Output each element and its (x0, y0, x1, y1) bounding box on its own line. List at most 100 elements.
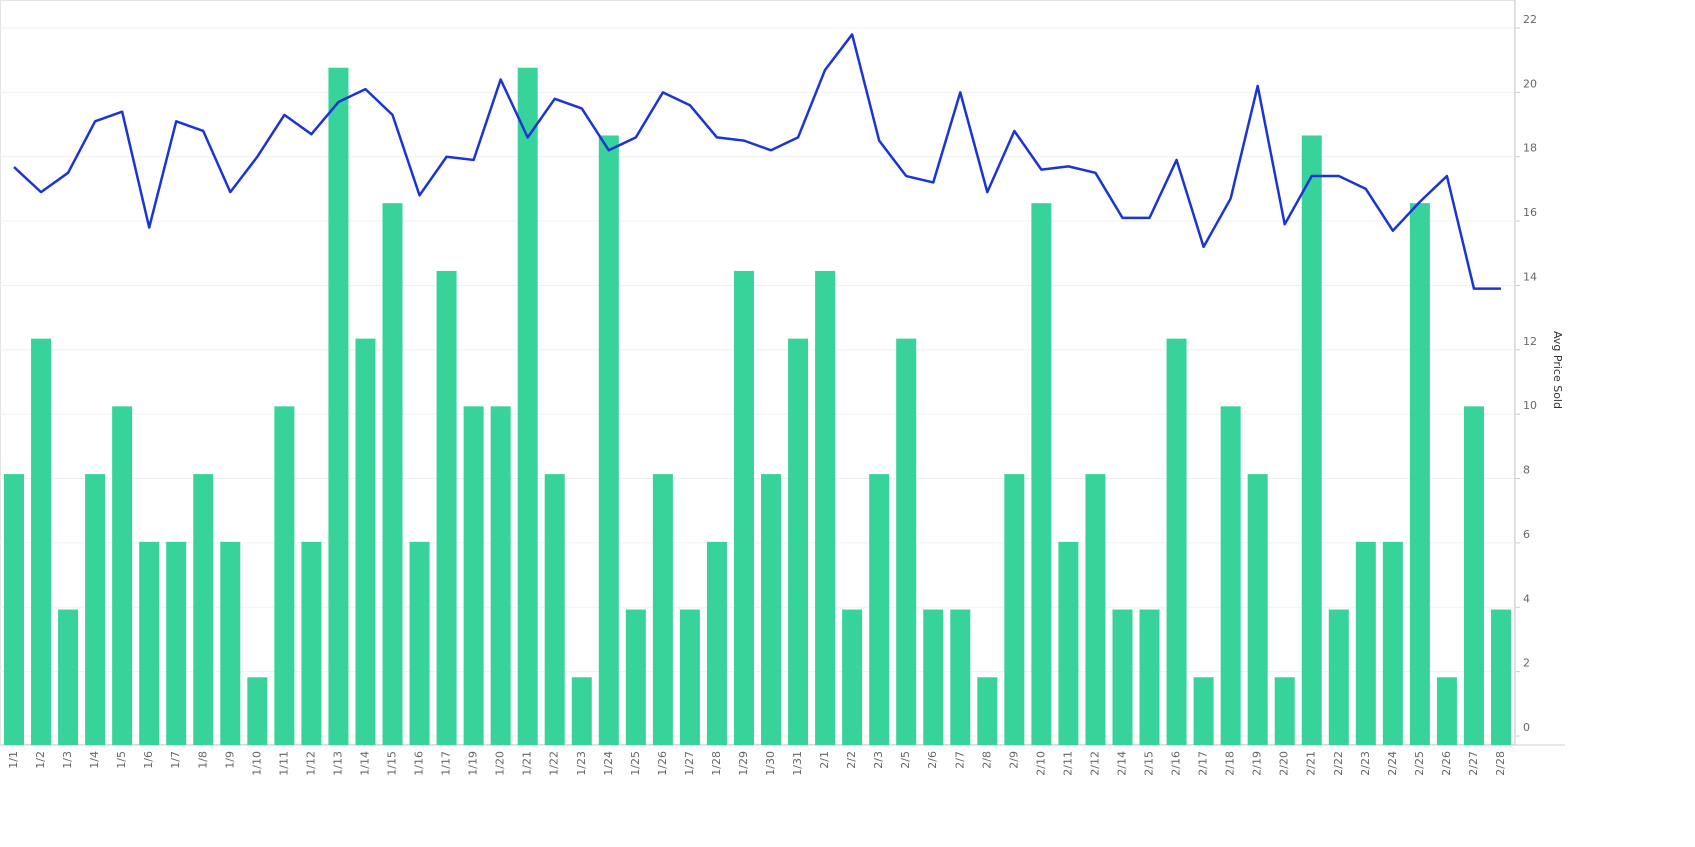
bar (1085, 474, 1106, 745)
bar (1058, 541, 1079, 745)
x-tick-label: 2/15 (1143, 751, 1156, 776)
bar (923, 609, 944, 745)
x-tick-label: 2/7 (953, 751, 966, 769)
x-tick-label: 1/15 (386, 751, 399, 776)
bar (761, 474, 782, 745)
y-tick-label: 20 (1523, 77, 1537, 90)
bar (463, 406, 484, 745)
bar (733, 270, 754, 745)
x-tick-label: 1/16 (413, 751, 426, 776)
x-tick-label: 1/12 (304, 751, 317, 776)
y-tick-label: 14 (1523, 270, 1537, 283)
bar (652, 474, 673, 745)
x-tick-label: 1/5 (115, 751, 128, 769)
y-tick-label: 0 (1523, 721, 1530, 734)
bar (869, 474, 890, 745)
x-tick-label: 2/25 (1413, 751, 1426, 776)
x-tick-label: 1/20 (494, 751, 507, 776)
bar (31, 338, 52, 745)
x-tick-label: 2/11 (1061, 751, 1074, 776)
bar (58, 609, 79, 745)
x-tick-label: 2/6 (926, 751, 939, 769)
bar (788, 338, 809, 745)
line (13, 33, 1501, 290)
x-tick-label: 2/9 (1007, 751, 1020, 769)
x-tick-label: 1/17 (440, 751, 453, 776)
bar (1031, 203, 1052, 745)
x-tick-label: 1/13 (331, 751, 344, 776)
x-tick-label: 2/27 (1467, 751, 1480, 776)
x-tick-label: 2/17 (1197, 751, 1210, 776)
bar (1409, 203, 1430, 745)
x-tick-label: 1/24 (602, 751, 615, 776)
y-axis-title: Avg Price Sold (1551, 331, 1564, 409)
bar (1193, 677, 1214, 745)
y-tick-label: 22 (1523, 13, 1537, 26)
bar (1004, 474, 1025, 745)
bar (977, 677, 998, 745)
x-tick-label: 2/1 (818, 751, 831, 769)
bar (328, 67, 349, 745)
bar (598, 135, 619, 746)
x-tick-label: 2/19 (1251, 751, 1264, 776)
bar (1328, 609, 1349, 745)
x-tick-label: 1/22 (548, 751, 561, 776)
y-tick-label: 10 (1523, 399, 1537, 412)
bar (193, 474, 214, 745)
x-tick-label: 2/2 (845, 751, 858, 769)
y-tick-label: 18 (1523, 142, 1537, 155)
bar (896, 338, 917, 745)
bar (1382, 541, 1403, 745)
bar (166, 541, 187, 745)
x-tick-label: 1/4 (88, 751, 101, 769)
bar (815, 270, 836, 745)
x-tick-label: 2/18 (1224, 751, 1237, 776)
bar (1247, 474, 1268, 745)
x-tick-label: 2/10 (1034, 751, 1047, 776)
bar (274, 406, 295, 745)
bar (139, 541, 160, 745)
x-tick-label: 1/23 (575, 751, 588, 776)
x-tick-label: 1/26 (656, 751, 669, 776)
bar (1436, 677, 1457, 745)
x-tick-label: 2/21 (1305, 751, 1318, 776)
bar (1112, 609, 1133, 745)
bar (409, 541, 430, 745)
y-tick-label: 4 (1523, 592, 1530, 605)
x-tick-label: 2/20 (1278, 751, 1291, 776)
x-tick-label: 2/8 (980, 751, 993, 769)
x-tick-label: 1/25 (629, 751, 642, 776)
x-tick-label: 2/5 (899, 751, 912, 769)
x-tick-label: 1/1 (7, 751, 20, 769)
bar (842, 609, 863, 745)
x-tick-label: 2/16 (1170, 751, 1183, 776)
bar (1301, 135, 1322, 746)
bar (544, 474, 565, 745)
x-tick-label: 2/14 (1115, 751, 1128, 776)
x-tick-label: 2/22 (1332, 751, 1345, 776)
x-tick-label: 2/23 (1359, 751, 1372, 776)
x-tick-label: 1/19 (467, 751, 480, 776)
bar (382, 203, 403, 745)
x-tick-label: 2/12 (1088, 751, 1101, 776)
bar (1166, 338, 1187, 745)
y-tick-label: 8 (1523, 464, 1530, 477)
bar (625, 609, 646, 745)
bar (950, 609, 971, 745)
x-tick-label: 2/24 (1386, 751, 1399, 776)
x-tick-label: 1/31 (791, 751, 804, 776)
y-tick-label: 12 (1523, 335, 1537, 348)
bar (571, 677, 592, 745)
x-tick-label: 2/28 (1494, 751, 1507, 776)
bar (1274, 677, 1295, 745)
x-tick-label: 1/8 (196, 751, 209, 769)
bar (436, 270, 457, 745)
bar (355, 338, 376, 745)
x-tick-label: 1/3 (61, 751, 74, 769)
x-tick-label: 2/26 (1440, 751, 1453, 776)
x-tick-label: 1/9 (223, 751, 236, 769)
bar (112, 406, 133, 745)
x-tick-label: 1/30 (764, 751, 777, 776)
y-tick-label: 6 (1523, 528, 1530, 541)
bar (679, 609, 700, 745)
